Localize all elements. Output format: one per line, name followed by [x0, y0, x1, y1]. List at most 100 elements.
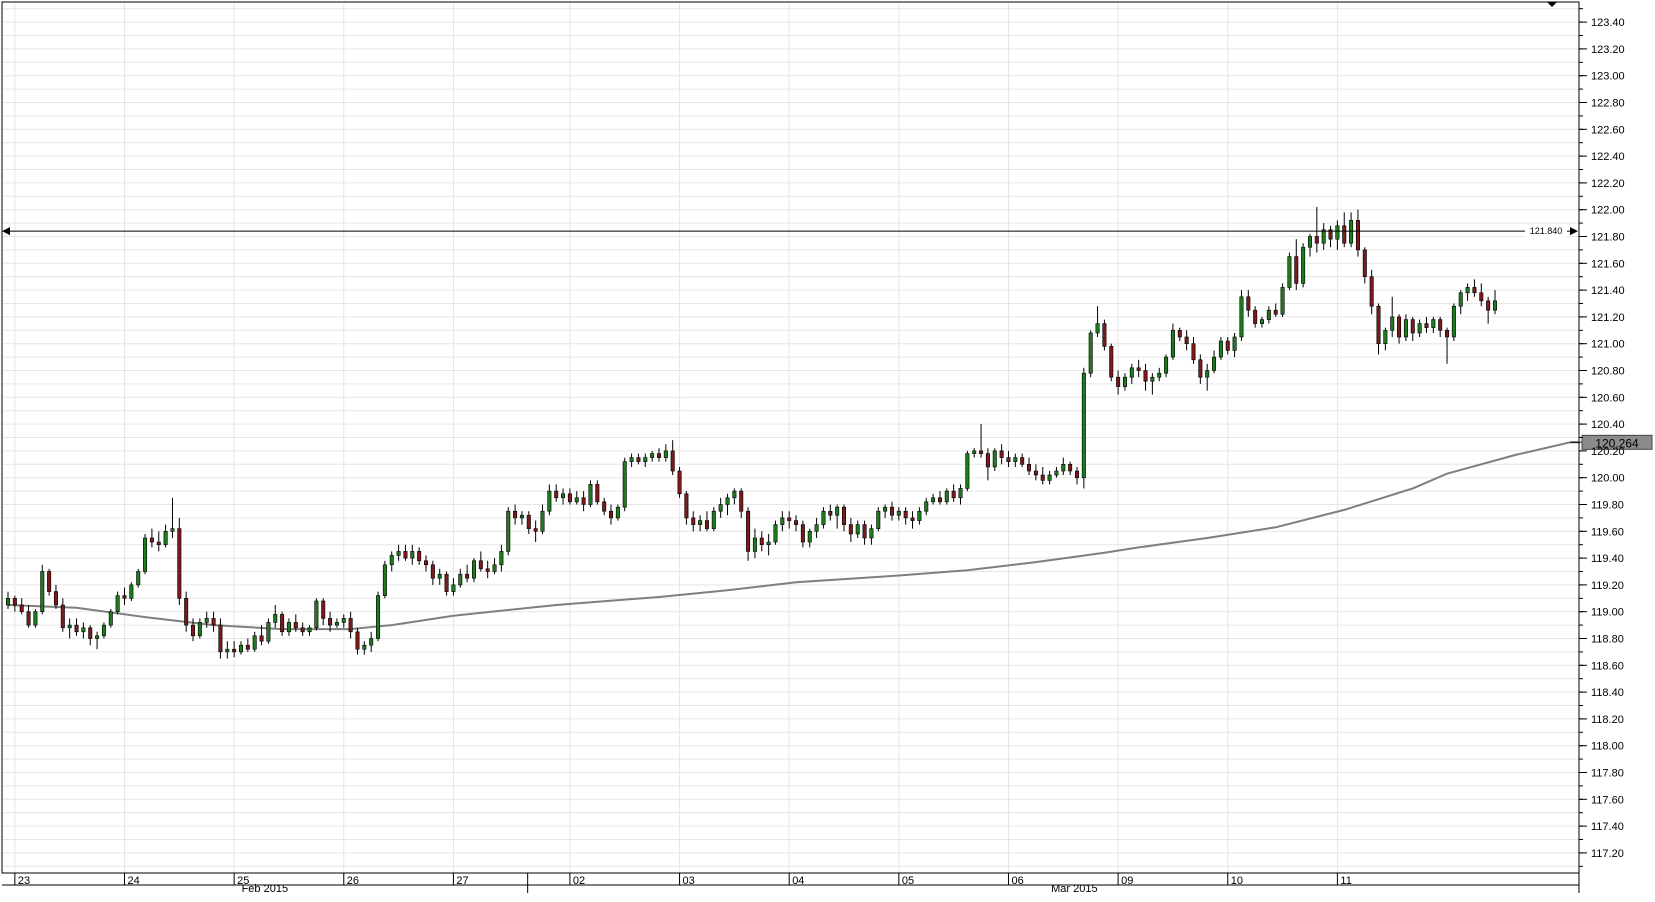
candle	[924, 497, 929, 516]
x-tick-label: 09	[1121, 875, 1133, 887]
candle	[478, 551, 483, 572]
candle	[122, 587, 127, 605]
candle	[53, 584, 58, 610]
candle-body	[732, 490, 737, 499]
candle-body	[554, 490, 559, 499]
candle-body	[513, 510, 518, 519]
candle-body	[595, 484, 600, 503]
candle-body	[115, 595, 120, 612]
candle-body	[33, 611, 38, 626]
y-tick-label: 123.20	[1591, 44, 1625, 56]
candle	[1307, 233, 1312, 257]
candle-body	[567, 493, 572, 503]
candle	[307, 625, 312, 636]
candle	[1006, 450, 1011, 467]
candle	[937, 491, 942, 505]
y-tick-label: 118.20	[1591, 714, 1624, 726]
candle-body	[615, 506, 620, 519]
candle	[1061, 457, 1066, 476]
candle	[1013, 453, 1018, 467]
candle-body	[143, 537, 148, 572]
candle	[211, 611, 216, 632]
candle	[766, 533, 771, 556]
y-tick-label: 118.40	[1591, 687, 1624, 699]
candle	[6, 591, 11, 610]
candle-body	[1253, 309, 1258, 324]
candle-body	[245, 644, 250, 650]
candle	[273, 605, 278, 628]
candle	[965, 450, 970, 492]
candle	[958, 484, 963, 505]
candle-body	[1362, 249, 1367, 277]
candle-body	[328, 618, 333, 626]
candle-body	[485, 568, 490, 572]
candle	[1355, 209, 1360, 257]
x-tick-label: 10	[1231, 875, 1243, 887]
candle-body	[1218, 340, 1223, 358]
candle	[1486, 296, 1491, 324]
candle-body	[1266, 309, 1271, 320]
y-tick-label: 122.80	[1591, 98, 1625, 110]
candle	[1458, 290, 1463, 315]
candle-body	[458, 573, 463, 586]
candle	[1253, 306, 1258, 328]
candle-body	[1417, 323, 1422, 334]
candle	[1294, 239, 1299, 291]
candle-body	[1102, 323, 1107, 347]
candle	[1349, 212, 1354, 248]
candle	[334, 618, 339, 628]
candle	[115, 591, 120, 615]
candle	[1116, 370, 1121, 395]
candle-body	[40, 571, 45, 613]
candle-body	[101, 624, 106, 637]
candle-body	[122, 595, 127, 599]
y-tick-label: 122.60	[1591, 124, 1625, 136]
candle-body	[471, 560, 476, 579]
candle	[1410, 316, 1415, 342]
y-tick-label: 117.60	[1591, 794, 1624, 806]
candle-body	[1232, 336, 1237, 351]
candle	[794, 515, 799, 532]
candle	[1212, 350, 1217, 374]
candle-body	[574, 497, 579, 503]
candle-body	[1301, 246, 1306, 284]
candle	[1376, 303, 1381, 355]
candle-body	[869, 528, 874, 539]
candle	[1438, 316, 1443, 337]
candle	[1081, 367, 1086, 489]
candle-body	[1177, 329, 1182, 338]
candle-body	[951, 490, 956, 499]
candle-body	[232, 648, 237, 653]
candle-body	[821, 510, 826, 525]
candle	[636, 453, 641, 465]
candle-body	[300, 627, 305, 633]
candle-body	[184, 597, 189, 626]
candle-body	[979, 450, 984, 454]
candle	[95, 631, 100, 650]
candle-body	[1321, 229, 1326, 244]
candle	[300, 622, 305, 636]
candle-body	[1390, 316, 1395, 331]
candle	[903, 507, 908, 525]
candle-body	[218, 624, 223, 653]
candle-body	[526, 514, 531, 529]
candle	[519, 511, 524, 525]
candle	[629, 453, 634, 467]
line-left-arrow	[2, 227, 10, 236]
candle-body	[656, 453, 661, 458]
candle-body	[1342, 225, 1347, 244]
candle	[1465, 283, 1470, 301]
candle	[1260, 316, 1265, 328]
line-right-arrow	[1570, 227, 1578, 236]
candle-body	[1280, 287, 1285, 315]
y-tick-label: 117.20	[1591, 848, 1624, 860]
candle	[156, 531, 161, 552]
candle-body	[972, 450, 977, 454]
candle	[650, 450, 655, 462]
candle-body	[924, 501, 929, 512]
candle	[1074, 466, 1079, 485]
candle-body	[766, 541, 771, 546]
candle	[67, 618, 72, 639]
candle-body	[958, 488, 963, 499]
x-tick-label: 03	[683, 875, 695, 887]
